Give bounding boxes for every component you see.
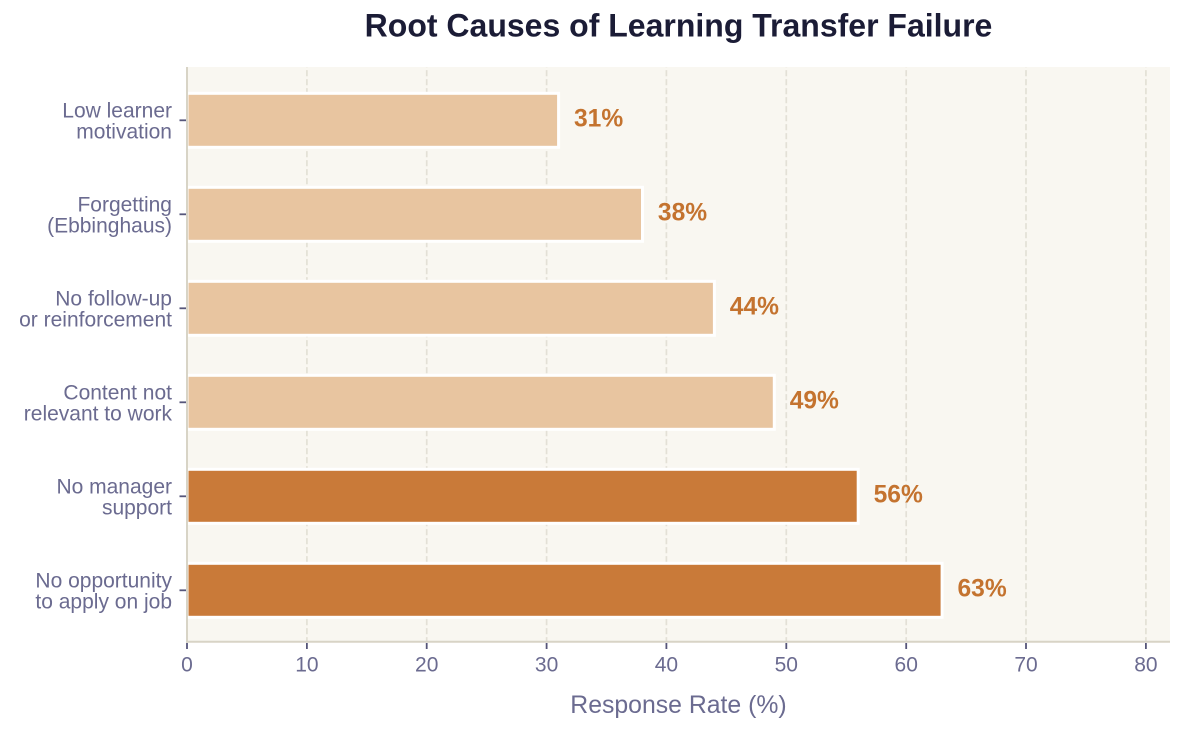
- svg-text:Forgetting: Forgetting: [77, 194, 172, 217]
- svg-text:49%: 49%: [790, 388, 839, 415]
- svg-text:31%: 31%: [574, 106, 623, 133]
- svg-text:38%: 38%: [658, 200, 707, 227]
- svg-text:80: 80: [1134, 653, 1157, 676]
- svg-text:to apply on job: to apply on job: [35, 591, 172, 614]
- svg-text:60: 60: [895, 653, 918, 676]
- svg-text:63%: 63%: [958, 576, 1007, 603]
- svg-text:or reinforcement: or reinforcement: [19, 309, 172, 332]
- svg-text:Content not: Content not: [63, 382, 172, 405]
- svg-text:10: 10: [295, 653, 318, 676]
- svg-text:20: 20: [415, 653, 438, 676]
- svg-text:Low learner: Low learner: [62, 100, 172, 123]
- svg-text:40: 40: [655, 653, 678, 676]
- svg-text:70: 70: [1014, 653, 1037, 676]
- svg-text:No manager: No manager: [56, 476, 172, 499]
- svg-text:30: 30: [535, 653, 558, 676]
- svg-text:motivation: motivation: [76, 121, 172, 144]
- svg-text:support: support: [102, 497, 172, 520]
- svg-text:44%: 44%: [730, 294, 779, 321]
- svg-text:50: 50: [775, 653, 798, 676]
- svg-text:56%: 56%: [874, 482, 923, 509]
- svg-text:Response Rate (%): Response Rate (%): [570, 692, 786, 719]
- svg-text:0: 0: [181, 653, 193, 676]
- svg-text:No follow-up: No follow-up: [55, 288, 172, 311]
- svg-text:relevant to work: relevant to work: [24, 403, 173, 426]
- svg-text:(Ebbinghaus): (Ebbinghaus): [47, 215, 172, 238]
- svg-text:No opportunity: No opportunity: [35, 570, 172, 593]
- svg-text:Root Causes of Learning Transf: Root Causes of Learning Transfer Failure: [365, 7, 993, 43]
